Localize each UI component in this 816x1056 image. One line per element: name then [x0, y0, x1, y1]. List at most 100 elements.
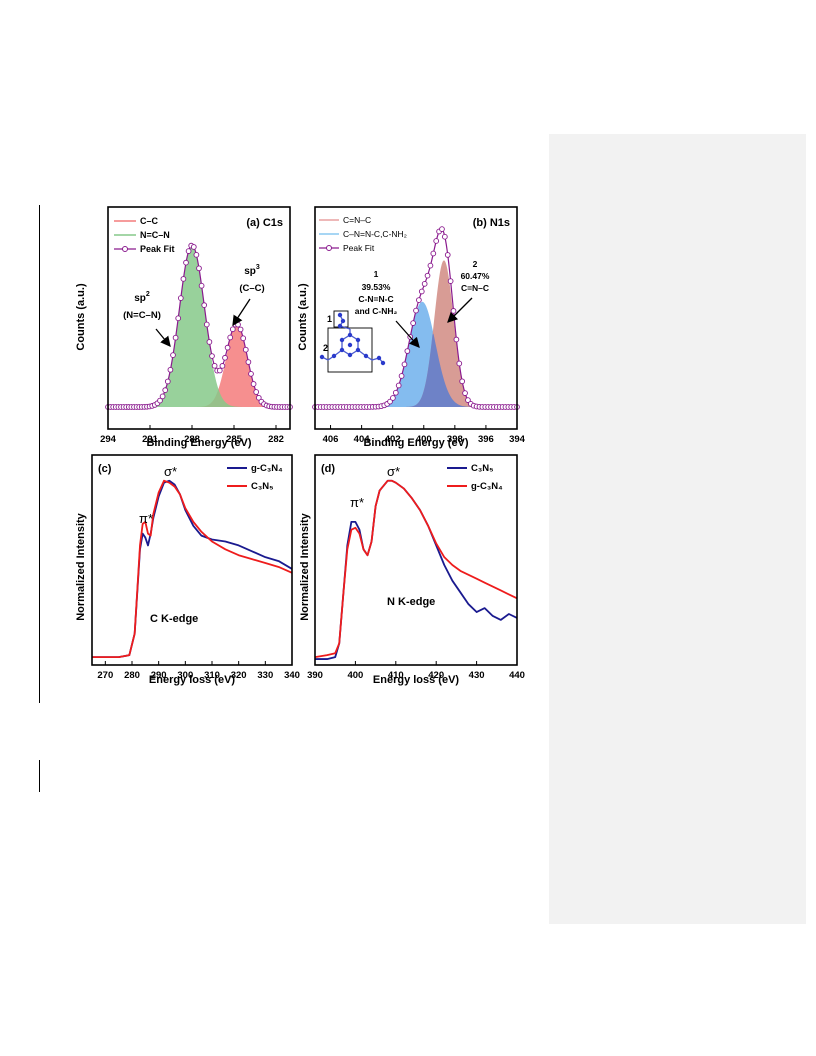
y-axis-label-c: Normalized Intensity: [75, 512, 87, 620]
svg-text:39.53%: 39.53%: [362, 282, 391, 292]
panel-label-c: (c): [98, 463, 112, 475]
annotation-peak-1: 1 39.53% C-N=N-C and C-NH₂: [355, 269, 420, 348]
fit-point: [222, 354, 228, 361]
edge-label-d: N K-edge: [387, 596, 435, 608]
fit-point: [390, 395, 396, 401]
fit-point: [387, 398, 393, 405]
fit-point: [196, 265, 202, 272]
x-tick-label: 440: [509, 670, 525, 681]
annotation-arrow-icon: [395, 320, 420, 348]
legend-marker-fit-a: [122, 246, 128, 252]
x-axis-label-d: Energy loss (eV): [373, 674, 460, 686]
panel-c-c-k-edge: Normalized Intensity (c) π* σ* g-C₃N₄ C₃…: [75, 454, 300, 686]
fit-point: [442, 233, 448, 240]
x-tick-label: 310: [204, 670, 220, 681]
fit-point: [255, 394, 262, 401]
fit-point: [447, 278, 454, 284]
fit-point: [245, 359, 252, 365]
legend-a: C–C N=C–N Peak Fit: [114, 216, 175, 254]
fit-point: [433, 238, 440, 244]
x-tick-label: 402: [385, 434, 401, 445]
fit-point: [444, 252, 451, 258]
fit-point: [229, 326, 236, 333]
legend-label-c3n5-c: C₃N₅: [251, 481, 273, 492]
fit-point: [206, 339, 213, 345]
y-axis-label-a: Counts (a.u.): [75, 283, 87, 351]
x-tick-label: 280: [124, 670, 140, 681]
panel-label-a: (a) C1s: [246, 217, 283, 229]
x-tick-label: 400: [416, 434, 432, 445]
fit-point: [404, 348, 411, 354]
fit-point: [421, 280, 428, 287]
fit-point: [193, 251, 200, 258]
x-tick-label: 400: [347, 670, 363, 681]
sigma-star-label-c: σ*: [164, 464, 177, 479]
annotation-arrow-icon: [447, 297, 473, 323]
legend-label-gc3n4-d: g-C₃N₄: [471, 481, 503, 492]
svg-text:sp3: sp3: [244, 264, 260, 277]
fit-point: [201, 302, 208, 309]
x-tick-label: 410: [388, 670, 404, 681]
fit-point: [462, 390, 468, 396]
peak-component-a-1: [108, 245, 290, 407]
fit-point: [190, 244, 197, 250]
fit-point: [418, 288, 425, 295]
annotation-peak-2: 2 60.47% C=N–C: [447, 259, 490, 323]
fit-point: [185, 248, 192, 254]
legend-b: C=N–C C–N=N-C,C-NH₂ Peak Fit: [319, 215, 407, 253]
fit-point: [424, 272, 431, 279]
plot-frame-c: [91, 454, 293, 666]
svg-text:(C–C): (C–C): [239, 283, 264, 294]
svg-text:2: 2: [323, 343, 328, 353]
legend-label-ccn: C=N–C: [343, 215, 371, 225]
fit-point: [198, 282, 205, 289]
x-tick-label: 390: [307, 670, 323, 681]
x-axis-label-c: Energy loss (eV): [149, 674, 236, 686]
fit-point: [209, 353, 215, 359]
fit-point: [235, 321, 241, 328]
y-axis-label-d: Normalized Intensity: [299, 512, 311, 620]
plot-frame-a: [107, 206, 291, 430]
fit-point: [157, 397, 163, 404]
plot-frame-d: [314, 454, 518, 666]
x-tick-label: 285: [226, 434, 243, 445]
legend-label-cc: C–C: [140, 216, 159, 226]
x-tick-label: 430: [469, 670, 485, 681]
x-axis-label-b: Binding Energy (eV): [363, 437, 468, 449]
x-tick-label: 406: [323, 434, 339, 445]
fit-point: [427, 262, 434, 269]
figure: Counts (a.u.) (a) C1s C–C N=C–N Peak Fit…: [75, 206, 526, 686]
fit-point: [211, 362, 218, 369]
fit-point: [465, 397, 471, 403]
annotation-sp3: sp3 (C–C): [232, 264, 265, 327]
annotation-sp2: sp2 (N=C–N): [123, 291, 171, 348]
plot-frame-b: [314, 206, 518, 430]
panel-label-b: (b) N1s: [473, 217, 510, 229]
legend-label-c3n5-d: C₃N₅: [471, 463, 493, 474]
legend-label-fit-b: Peak Fit: [343, 243, 375, 253]
annotation-arrow-icon: [232, 298, 251, 327]
x-tick-label: 396: [478, 434, 494, 445]
x-tick-label: 291: [142, 434, 159, 445]
legend-label-fit-a: Peak Fit: [140, 244, 175, 254]
fit-point: [162, 387, 169, 394]
fit-point: [183, 259, 189, 266]
svg-text:C-N=N-C: C-N=N-C: [358, 294, 393, 304]
edge-label-c: C K-edge: [150, 613, 198, 625]
x-tick-label: 294: [100, 434, 117, 445]
svg-text:1: 1: [374, 269, 379, 279]
panel-b-n1s: Counts (a.u.) (b) N1s C=N–C C–N=N-C,C-NH…: [297, 206, 526, 449]
x-tick-label: 420: [428, 670, 444, 681]
fit-point: [172, 334, 179, 341]
fit-point: [203, 321, 210, 328]
fit-point: [413, 307, 419, 314]
fit-point: [237, 326, 244, 333]
fit-point: [456, 360, 463, 367]
comment-pane: [549, 134, 806, 924]
svg-text:C=N–C: C=N–C: [461, 283, 489, 293]
x-tick-label: 320: [231, 670, 247, 681]
fit-point: [224, 344, 231, 351]
x-tick-label: 404: [354, 434, 371, 445]
fit-point: [410, 320, 416, 326]
x-tick-label: 288: [184, 434, 200, 445]
